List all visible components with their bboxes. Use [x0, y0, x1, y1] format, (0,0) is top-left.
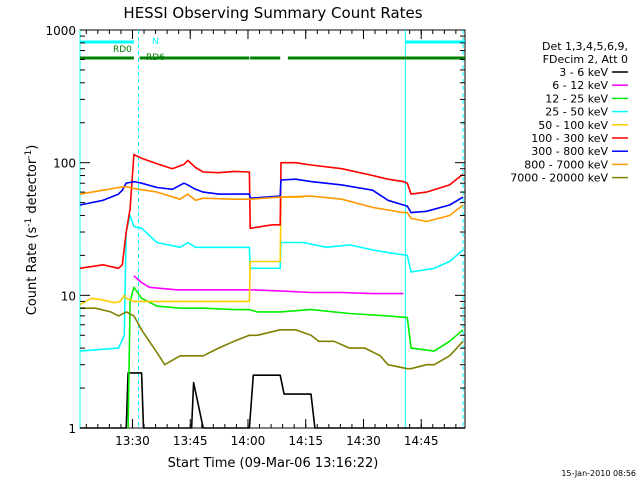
flag-label-0: N	[152, 37, 159, 47]
series-line-6	[79, 178, 464, 214]
x-tick-label-1: 13:45	[173, 434, 208, 448]
series-layer	[79, 153, 465, 429]
series-line-1	[133, 275, 404, 295]
y-axis-label-sup1: -1	[24, 218, 34, 227]
y-axis-label-main: Count Rate (s	[25, 227, 40, 316]
y-axis-label-sup2: -1	[24, 150, 34, 159]
legend-label-0: 3 - 6 keV	[559, 66, 608, 79]
y-tick-label-2: 100	[53, 157, 76, 171]
legend-label-5: 100 - 300 keV	[531, 132, 608, 145]
footer-timestamp: 15-Jan-2010 08:56	[561, 469, 636, 478]
x-tick-label-0: 13:30	[115, 434, 150, 448]
y-axis-label-end: )	[25, 145, 40, 150]
chart-title: HESSI Observing Summary Count Rates	[123, 4, 422, 22]
legend-header-0: Det 1,3,4,5,6,9,	[542, 40, 628, 53]
series-line-4	[79, 196, 304, 306]
legend: Det 1,3,4,5,6,9,FDecim 2, Att 03 - 6 keV…	[510, 40, 628, 185]
y-axis-label-mid: detector	[25, 158, 40, 218]
series-line-2	[127, 286, 464, 429]
x-tick-label-3: 14:15	[288, 434, 323, 448]
series-line-3	[79, 214, 464, 352]
legend-label-7: 800 - 7000 keV	[524, 158, 608, 171]
series-line-5	[79, 153, 464, 270]
flag-label-2: RD6	[146, 53, 165, 63]
series-line-0	[80, 372, 465, 429]
y-tick-label-1: 10	[61, 289, 76, 303]
legend-label-2: 12 - 25 keV	[545, 92, 608, 105]
legend-label-6: 300 - 800 keV	[531, 145, 608, 158]
y-axis-label: Count Rate (s-1 detector-1)	[24, 145, 40, 316]
series-line-8	[80, 307, 464, 370]
x-tick-label-5: 14:45	[404, 434, 439, 448]
y-tick-label-0: 1	[68, 422, 76, 436]
flags-layer: N RD0 RD6	[80, 37, 465, 63]
legend-label-1: 6 - 12 keV	[552, 79, 608, 92]
legend-label-3: 25 - 50 keV	[545, 106, 608, 119]
x-tick-label-4: 14:30	[346, 434, 381, 448]
y-tick-label-3: 1000	[45, 24, 76, 38]
series-line-7	[79, 185, 464, 223]
legend-label-8: 7000 - 20000 keV	[510, 172, 608, 185]
axes-layer: 1 10 100 1000 13:30 13:45 14:00 14:15 14:30 14:45	[45, 24, 465, 448]
x-tick-label-2: 14:00	[231, 434, 266, 448]
flag-label-1: RD0	[113, 45, 132, 55]
x-axis-label: Start Time (09-Mar-06 13:16:22)	[168, 456, 379, 471]
vertical-markers	[79, 30, 464, 428]
legend-header-1: FDecim 2, Att 0	[543, 53, 628, 66]
legend-label-4: 50 - 100 keV	[538, 119, 608, 132]
